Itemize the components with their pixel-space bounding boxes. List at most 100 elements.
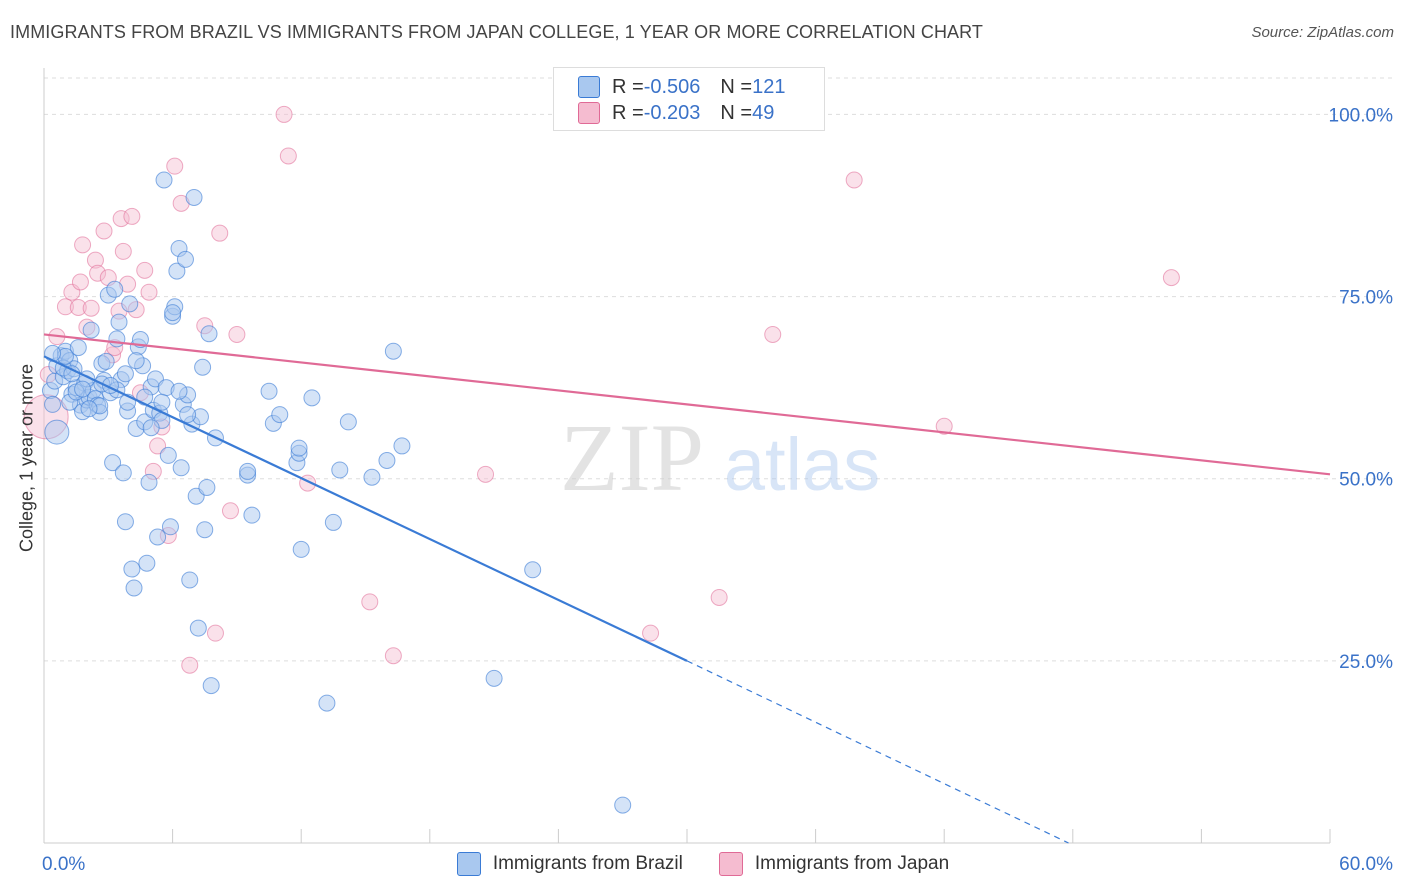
data-point-brazil [127, 352, 145, 370]
data-point-brazil [74, 380, 92, 398]
data-point-japan [361, 593, 379, 611]
legend-row-japan: R = -0.203 N = 49 [578, 100, 774, 126]
data-point-brazil [485, 669, 503, 687]
data-point-brazil [97, 352, 115, 370]
data-point-brazil [44, 419, 70, 445]
axes [43, 68, 1331, 844]
data-point-japan [181, 656, 199, 674]
data-point-brazil [196, 521, 214, 539]
series-legend: Immigrants from Brazil Immigrants from J… [0, 852, 1406, 876]
y-tick-label: 100.0% [1329, 105, 1394, 126]
data-point-japan [221, 502, 239, 520]
stats-legend: R = -0.506 N = 121 R = -0.203 N = 49 [553, 67, 825, 131]
legend-n-value-japan: 49 [752, 101, 775, 124]
data-point-brazil [172, 459, 190, 477]
data-point-brazil [116, 513, 134, 531]
data-point-brazil [290, 439, 308, 457]
data-point-brazil [185, 188, 203, 206]
data-point-brazil [198, 478, 216, 496]
data-point-brazil [69, 339, 87, 357]
data-point-japan [71, 273, 89, 291]
data-point-brazil [121, 295, 139, 313]
data-point-brazil [140, 473, 158, 491]
y-axis-label: College, 1 year or more [16, 363, 37, 553]
data-point-japan [845, 171, 863, 189]
data-point-japan [477, 465, 495, 483]
legend-label-japan: Immigrants from Japan [754, 853, 950, 874]
legend-swatch-brazil [578, 76, 600, 98]
data-point-japan [642, 624, 660, 642]
data-point-japan [279, 147, 297, 165]
data-point-japan [95, 222, 113, 240]
data-point-brazil [179, 406, 197, 424]
data-point-brazil [123, 560, 141, 578]
legend-n-label: N = [720, 75, 753, 98]
legend-r-value-brazil: -0.506 [643, 75, 701, 98]
x-tick-label-max: 60.0% [1339, 854, 1393, 875]
data-point-japan [384, 647, 402, 665]
legend-swatch-japan [578, 102, 600, 124]
data-point-brazil [149, 528, 167, 546]
data-point-brazil [189, 619, 207, 637]
y-tick-label: 75.0% [1339, 288, 1393, 309]
data-point-brazil [44, 344, 62, 362]
data-point-brazil [170, 382, 188, 400]
legend-r-value-japan: -0.203 [643, 101, 701, 124]
data-point-brazil [159, 446, 177, 464]
data-point-brazil [125, 579, 143, 597]
data-point-brazil [108, 330, 126, 348]
data-point-brazil [363, 468, 381, 486]
data-point-japan [764, 325, 782, 343]
legend-swatch-japan [718, 852, 743, 876]
data-point-brazil [80, 400, 98, 418]
data-point-brazil [324, 513, 342, 531]
data-point-brazil [243, 506, 261, 524]
data-point-japan [149, 437, 167, 455]
data-point-brazil [239, 462, 257, 480]
data-point-brazil [138, 554, 156, 572]
legend-item-japan[interactable]: Immigrants from Japan [718, 852, 950, 876]
data-point-brazil [331, 461, 349, 479]
data-point-brazil [153, 393, 171, 411]
data-point-brazil [110, 313, 128, 331]
y-tick-label: 25.0% [1339, 652, 1393, 673]
legend-swatch-brazil [456, 852, 481, 876]
data-point-brazil [318, 694, 336, 712]
legend-r-label: R = [612, 101, 644, 124]
gridlines [44, 77, 1392, 662]
data-point-brazil [63, 365, 81, 383]
trend-line-brazil-extension [686, 660, 1069, 844]
data-point-japan [710, 588, 728, 606]
watermark-atlas: atlas [724, 423, 880, 506]
data-point-brazil [202, 677, 220, 695]
data-point-brazil [82, 321, 100, 339]
data-point-brazil [260, 382, 278, 400]
data-point-japan [166, 157, 184, 175]
legend-item-brazil[interactable]: Immigrants from Brazil [456, 852, 683, 876]
data-point-brazil [393, 437, 411, 455]
chart-title: IMMIGRANTS FROM BRAZIL VS IMMIGRANTS FRO… [10, 22, 984, 42]
data-point-brazil [44, 395, 62, 413]
data-point-japan [211, 224, 229, 242]
watermark: ZIP atlas [560, 404, 880, 511]
data-point-brazil [161, 518, 179, 536]
data-point-brazil [378, 452, 396, 469]
tick-labels: 25.0% 50.0% 75.0% 100.0% 0.0% 60.0% [42, 105, 1393, 875]
data-point-brazil [181, 571, 199, 589]
data-point-brazil [339, 413, 357, 431]
trend-lines [43, 333, 1331, 844]
data-point-brazil [136, 388, 154, 406]
data-point-brazil [168, 262, 186, 280]
data-point-brazil [292, 540, 310, 558]
data-point-brazil [194, 358, 212, 376]
data-point-japan [935, 417, 953, 435]
legend-label-brazil: Immigrants from Brazil [492, 853, 683, 874]
data-point-japan [140, 283, 158, 301]
data-point-brazil [104, 454, 122, 472]
data-point-brazil [116, 365, 134, 383]
data-point-japan [275, 105, 293, 123]
data-point-brazil [142, 419, 160, 437]
data-point-brazil [384, 342, 402, 360]
x-tick-label-min: 0.0% [42, 854, 85, 875]
